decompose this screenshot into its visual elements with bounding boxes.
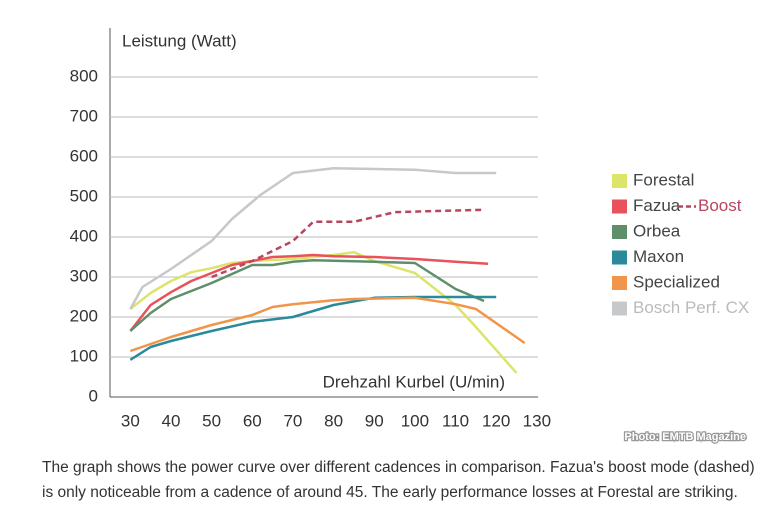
series-line bbox=[129, 296, 526, 353]
y-tick-label: 600 bbox=[70, 146, 98, 165]
y-tick-label: 500 bbox=[70, 186, 98, 205]
x-tick-label: 70 bbox=[283, 411, 302, 430]
y-tick-label: 400 bbox=[70, 226, 98, 245]
x-tick-label: 120 bbox=[482, 411, 510, 430]
x-axis-label: Drehzahl Kurbel (U/min) bbox=[323, 372, 505, 391]
photo-credit: Photo: EMTB Magazine bbox=[624, 431, 746, 443]
legend-label: Orbea bbox=[633, 221, 681, 240]
legend-swatch bbox=[612, 174, 627, 188]
legend-swatch bbox=[612, 225, 627, 239]
y-tick-label: 100 bbox=[70, 346, 98, 365]
chart: Leistung (Watt) Drehzahl Kurbel (U/min) … bbox=[70, 28, 749, 444]
x-tick-label: 40 bbox=[162, 411, 181, 430]
y-tick-label: 200 bbox=[70, 306, 98, 325]
legend-swatch bbox=[612, 276, 627, 290]
legend-swatch bbox=[612, 250, 627, 265]
legend-swatch bbox=[612, 199, 627, 214]
legend-label: Forestal bbox=[633, 170, 694, 189]
legend-label: Fazua bbox=[633, 196, 681, 215]
legend-label: Boost bbox=[698, 196, 742, 215]
series-line bbox=[129, 253, 489, 332]
x-tick-label: 30 bbox=[121, 411, 140, 430]
y-tick-label: 300 bbox=[70, 266, 98, 285]
series-line bbox=[129, 258, 485, 332]
series-line bbox=[129, 250, 518, 374]
x-tick-label: 50 bbox=[202, 411, 221, 430]
x-tick-label: 60 bbox=[243, 411, 262, 430]
series-line bbox=[129, 295, 497, 361]
legend-label: Maxon bbox=[633, 247, 684, 266]
x-tick-label: 80 bbox=[324, 411, 343, 430]
series-line bbox=[129, 166, 497, 310]
x-tick-label: 110 bbox=[442, 411, 469, 430]
legend-swatch bbox=[612, 301, 627, 316]
caption: The graph shows the power curve over dif… bbox=[42, 459, 755, 501]
y-tick-label: 800 bbox=[70, 66, 98, 85]
series-line bbox=[211, 208, 485, 279]
legend-label: Specialized bbox=[633, 272, 720, 291]
y-tick-label: 700 bbox=[70, 106, 98, 125]
x-tick-label: 130 bbox=[523, 411, 551, 430]
x-tick-label: 100 bbox=[401, 411, 429, 430]
y-tick-label: 0 bbox=[89, 386, 98, 405]
y-axis-label: Leistung (Watt) bbox=[122, 31, 237, 50]
x-tick-label: 90 bbox=[365, 411, 384, 430]
legend-label: Bosch Perf. CX bbox=[633, 298, 749, 317]
